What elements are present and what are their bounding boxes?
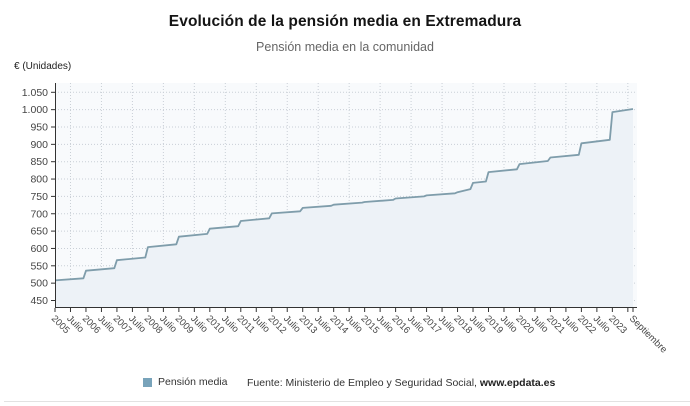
y-tick-label: 900 <box>30 139 48 151</box>
pension-media-area-chart: 450 500 550 600 650 700 750 800 850 900 950 1.000 1.… <box>22 83 669 355</box>
chart-subtitle: Pensión media en la comunidad <box>256 40 434 54</box>
legend-label: Pensión media <box>158 376 228 388</box>
y-tick-label: 1.050 <box>22 87 48 99</box>
legend-swatch-icon <box>143 377 152 387</box>
x-tick-label: Septiembre <box>627 313 669 355</box>
pension-media-area <box>55 109 633 307</box>
source-caption: Fuente: Ministerio de Empleo y Seguridad… <box>247 377 555 389</box>
x-tick-label: Julio <box>250 313 272 335</box>
chart-title: Evolución de la pensión media en Extrema… <box>168 13 522 30</box>
source-text: Fuente: Ministerio de Empleo y Seguridad… <box>247 377 480 389</box>
y-tick-label: 550 <box>30 260 48 272</box>
y-tick-label: 1.000 <box>22 104 48 116</box>
source-site: www.epdata.es <box>479 377 556 389</box>
pension-media-line <box>54 108 634 282</box>
bottom-divider <box>4 401 690 402</box>
y-tick-label: 850 <box>30 156 48 168</box>
y-axis-unit-label: € (Unidades) <box>14 61 72 72</box>
y-tick-label: 750 <box>30 191 48 203</box>
legend-item-pension-media[interactable]: Pensión media <box>143 376 227 388</box>
y-tick-label: 500 <box>30 278 48 290</box>
y-tick-label: 600 <box>30 243 48 255</box>
y-tick-label: 950 <box>30 122 48 134</box>
y-tick-label: 700 <box>30 208 48 220</box>
y-tick-label: 450 <box>30 295 48 307</box>
y-tick-label: 800 <box>30 174 48 186</box>
y-tick-label: 650 <box>30 226 48 238</box>
